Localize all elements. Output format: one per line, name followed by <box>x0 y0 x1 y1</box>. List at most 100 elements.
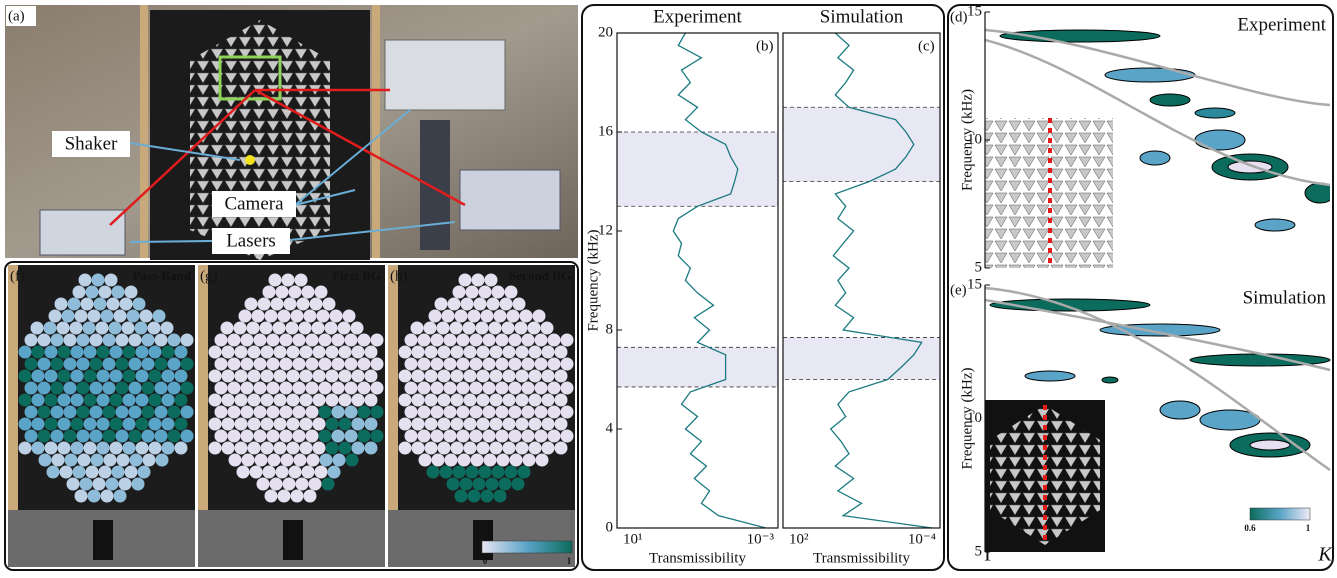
sensor <box>331 381 345 395</box>
sensor <box>338 393 352 407</box>
sensor <box>154 333 168 347</box>
sensor <box>476 417 490 431</box>
sensor <box>128 405 142 419</box>
sensor <box>424 393 438 407</box>
sensor <box>480 309 494 323</box>
sensor <box>67 297 81 311</box>
sensor <box>312 393 326 407</box>
shaker <box>93 520 113 560</box>
sensor <box>286 393 300 407</box>
sensor <box>508 333 522 347</box>
sensor <box>541 369 555 383</box>
sensor <box>115 429 129 443</box>
sensor <box>299 393 313 407</box>
sensor <box>246 321 260 335</box>
sensor <box>251 309 265 323</box>
sensor <box>560 333 574 347</box>
sensor <box>281 273 295 287</box>
sensor <box>87 309 101 323</box>
sensor <box>410 321 424 335</box>
sensor <box>532 309 546 323</box>
sensor <box>541 345 555 359</box>
x-tick-label: 10⁻⁴ <box>908 531 936 547</box>
sensor <box>305 429 319 443</box>
sensor <box>292 405 306 419</box>
sensor <box>24 333 38 347</box>
panel-title: Pass-Band <box>132 268 191 283</box>
sensor <box>443 333 457 347</box>
sensor <box>342 309 356 323</box>
sensor <box>286 441 300 455</box>
sensor <box>253 357 267 371</box>
sensor <box>267 453 281 467</box>
sensor <box>437 417 451 431</box>
sensor <box>31 345 45 359</box>
sensor <box>43 321 57 335</box>
sensor <box>221 393 235 407</box>
sensor <box>331 333 345 347</box>
sensor <box>502 393 516 407</box>
sensor <box>74 489 88 503</box>
sensor <box>331 357 345 371</box>
sensor <box>496 453 510 467</box>
sensor <box>37 381 51 395</box>
sensor <box>495 405 509 419</box>
sensor <box>122 369 136 383</box>
sensor <box>154 429 168 443</box>
sensor <box>338 345 352 359</box>
sensor <box>547 405 561 419</box>
sensor <box>370 405 384 419</box>
sensor <box>288 285 302 299</box>
sensor <box>214 333 228 347</box>
sensor <box>338 369 352 383</box>
sensor <box>295 477 309 491</box>
sensor <box>135 345 149 359</box>
sensor <box>501 321 515 335</box>
sensor <box>227 357 241 371</box>
sensor <box>124 465 138 479</box>
sensor <box>344 429 358 443</box>
trace <box>672 32 767 529</box>
sensor <box>465 285 479 299</box>
sensor <box>508 429 522 443</box>
sensor <box>83 369 97 383</box>
sensor <box>437 345 451 359</box>
sensor <box>331 429 345 443</box>
sensor <box>430 429 444 443</box>
sensor <box>547 333 561 347</box>
sensor <box>80 297 94 311</box>
sensor <box>534 405 548 419</box>
sensor <box>515 393 529 407</box>
sensor <box>285 321 299 335</box>
sensor <box>292 333 306 347</box>
sensor <box>314 465 328 479</box>
sensor <box>89 357 103 371</box>
sensor <box>100 309 114 323</box>
sensor <box>89 381 103 395</box>
sensor <box>240 381 254 395</box>
sensor <box>519 309 533 323</box>
x-tick-label: 10² <box>789 531 809 547</box>
sensor <box>528 441 542 455</box>
sensor <box>493 489 507 503</box>
sensor <box>321 477 335 491</box>
sensor <box>443 429 457 443</box>
sensor <box>37 429 51 443</box>
sensor <box>515 369 529 383</box>
sensor <box>424 369 438 383</box>
sensor <box>148 441 162 455</box>
sensor <box>318 381 332 395</box>
sensor <box>116 453 130 467</box>
y-tick-label: 16 <box>598 123 614 139</box>
photo-a: (a) Shaker Camera Lasers <box>5 5 578 260</box>
sensor <box>260 441 274 455</box>
sensor <box>398 345 412 359</box>
sensor <box>521 333 535 347</box>
sensor <box>457 453 471 467</box>
sensor <box>122 417 136 431</box>
sensor <box>398 393 412 407</box>
sensor <box>115 333 129 347</box>
sensor <box>473 297 487 311</box>
sensor <box>76 357 90 371</box>
sensor <box>460 297 474 311</box>
